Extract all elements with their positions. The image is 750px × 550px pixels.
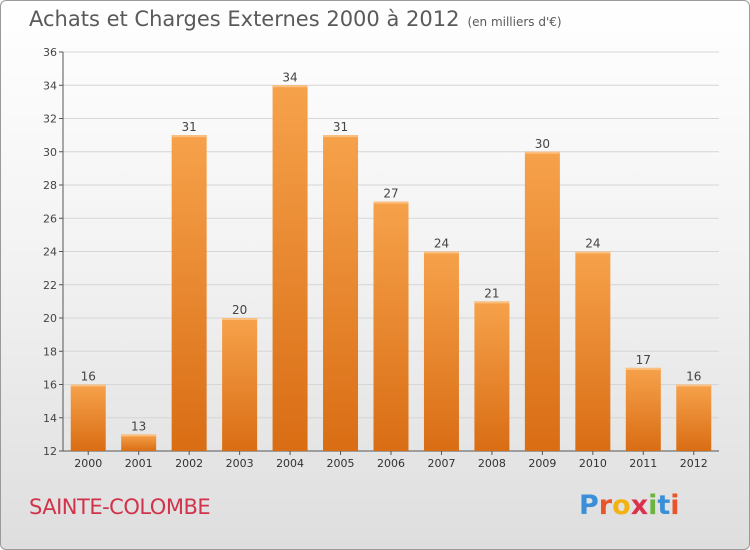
- y-tick-label: 22: [43, 279, 57, 292]
- bar: [70, 384, 106, 451]
- bar-top: [625, 367, 661, 370]
- bar-top: [121, 434, 157, 437]
- bar-top: [423, 251, 459, 254]
- bar-value-label: 16: [81, 370, 96, 384]
- bar-value-label: 31: [182, 120, 197, 134]
- x-tick-label: 2010: [579, 457, 607, 470]
- bar-top: [575, 251, 611, 254]
- bar-value-label: 24: [585, 237, 600, 251]
- y-tick-label: 26: [43, 212, 57, 225]
- bar: [625, 367, 661, 451]
- logo-letter: t: [657, 490, 671, 521]
- bar-value-label: 24: [434, 237, 449, 251]
- chart-title: Achats et Charges Externes 2000 à 2012: [29, 7, 460, 31]
- y-tick-label: 12: [43, 445, 57, 458]
- bar: [272, 85, 308, 451]
- bar: [575, 251, 611, 451]
- bar-top: [272, 85, 308, 88]
- logo-letter: r: [598, 490, 613, 521]
- proxiti-logo: Proxiti: [579, 490, 680, 521]
- x-tick-label: 2001: [125, 457, 153, 470]
- logo-letter: i: [670, 490, 680, 521]
- x-tick-label: 2006: [377, 457, 405, 470]
- bar-value-label: 17: [636, 353, 651, 367]
- y-tick-label: 28: [43, 179, 57, 192]
- chart-unit: (en milliers d'€): [467, 15, 562, 29]
- bar: [474, 301, 510, 451]
- logo-letter: P: [579, 490, 599, 521]
- bar-value-label: 34: [282, 70, 297, 84]
- bar: [373, 201, 409, 451]
- y-tick-label: 32: [43, 113, 57, 126]
- bar-value-label: 27: [383, 187, 398, 201]
- logo-letter: i: [648, 490, 658, 521]
- bar: [323, 135, 359, 451]
- bar: [423, 251, 459, 451]
- bar-top: [474, 301, 510, 304]
- bar-top: [171, 135, 207, 138]
- x-tick-label: 2008: [478, 457, 506, 470]
- x-tick-label: 2011: [629, 457, 657, 470]
- bars: [70, 85, 712, 451]
- x-tick-label: 2007: [427, 457, 455, 470]
- x-tick-label: 2009: [528, 457, 556, 470]
- bar-top: [70, 384, 106, 387]
- y-tick-label: 20: [43, 312, 57, 325]
- y-tick-label: 18: [43, 345, 57, 358]
- logo-letter: x: [630, 490, 649, 521]
- bar-top: [373, 201, 409, 204]
- x-tick-label: 2002: [175, 457, 203, 470]
- bar: [121, 434, 157, 451]
- bar: [524, 151, 560, 451]
- bar-value-label: 13: [131, 419, 146, 433]
- bar-top: [676, 384, 712, 387]
- bar-top: [524, 151, 560, 154]
- bar-value-label: 16: [686, 370, 701, 384]
- y-tick-label: 16: [43, 379, 57, 392]
- x-tick-label: 2000: [74, 457, 102, 470]
- x-tick-label: 2003: [226, 457, 254, 470]
- bar-top: [222, 318, 258, 320]
- bar-top: [323, 135, 359, 138]
- x-tick-label: 2005: [327, 457, 355, 470]
- bar-value-label: 21: [484, 286, 499, 300]
- bar: [222, 318, 258, 451]
- bar: [676, 384, 712, 451]
- x-tick-label: 2004: [276, 457, 304, 470]
- bar-value-label: 30: [535, 137, 550, 151]
- y-tick-label: 14: [43, 412, 57, 425]
- chart-title-block: Achats et Charges Externes 2000 à 2012 (e…: [29, 7, 562, 31]
- logo-letter: o: [612, 490, 631, 521]
- x-tick-label: 2012: [680, 457, 708, 470]
- bar-value-label: 31: [333, 120, 348, 134]
- y-tick-label: 30: [43, 146, 57, 159]
- y-tick-label: 36: [43, 46, 57, 59]
- y-tick-label: 24: [43, 246, 57, 259]
- bar-value-label: 20: [232, 303, 247, 317]
- y-tick-label: 34: [43, 79, 57, 92]
- labels: 12 14 16 18 20 22 24 26 28 30 32 34 36 16 2000 13 2001 31…: [43, 46, 708, 470]
- bar: [171, 135, 207, 451]
- commune-name: SAINTE-COLOMBE: [29, 495, 211, 519]
